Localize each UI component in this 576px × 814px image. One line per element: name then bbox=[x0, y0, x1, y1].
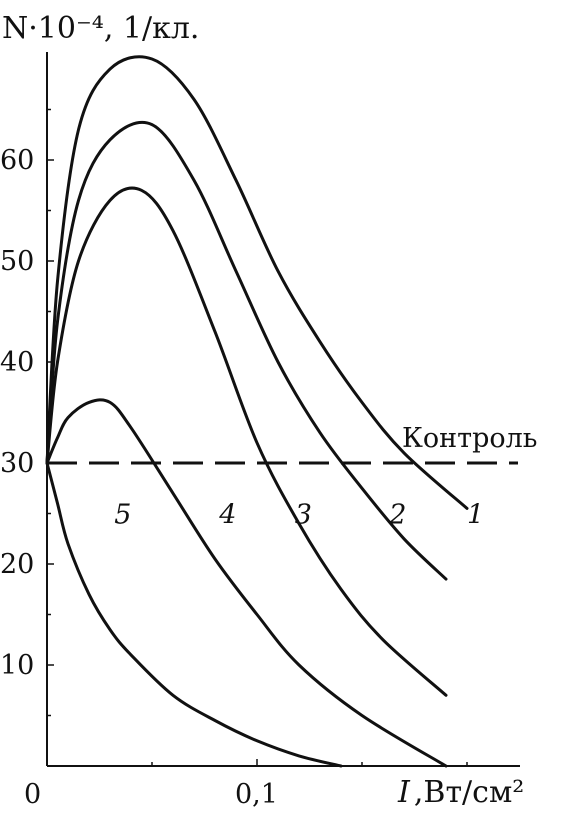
x-axis-label: I ,Вт/см² bbox=[397, 775, 524, 810]
x-tick-label: 0,1 bbox=[235, 779, 278, 810]
series-line-1 bbox=[45, 55, 469, 510]
x-axis-symbol: I bbox=[397, 775, 411, 810]
series-label-5: 5 bbox=[114, 499, 131, 530]
y-tick-label: 30 bbox=[0, 448, 34, 479]
control-label: Контроль bbox=[402, 423, 537, 454]
series-label-2: 2 bbox=[388, 499, 406, 530]
y-tick-label: 50 bbox=[0, 246, 34, 277]
x-tick-label: 0 bbox=[24, 779, 41, 810]
x-axis-separator: , bbox=[414, 775, 424, 810]
series-label-4: 4 bbox=[218, 499, 236, 530]
series-line-4 bbox=[45, 398, 448, 768]
y-tick-label: 60 bbox=[0, 145, 34, 176]
y-tick-label: 20 bbox=[0, 549, 34, 580]
series-label-3: 3 bbox=[295, 499, 312, 530]
x-axis-unit: Вт/см² bbox=[423, 775, 524, 810]
series-line-2 bbox=[45, 120, 448, 581]
series-line-3 bbox=[45, 186, 448, 697]
series-label-1: 1 bbox=[467, 499, 484, 530]
series-line-5 bbox=[45, 461, 343, 768]
y-tick-label: 10 bbox=[0, 650, 34, 681]
y-axis-label: N·10⁻⁴, 1/кл. bbox=[2, 11, 199, 46]
y-tick-label: 40 bbox=[0, 347, 34, 378]
